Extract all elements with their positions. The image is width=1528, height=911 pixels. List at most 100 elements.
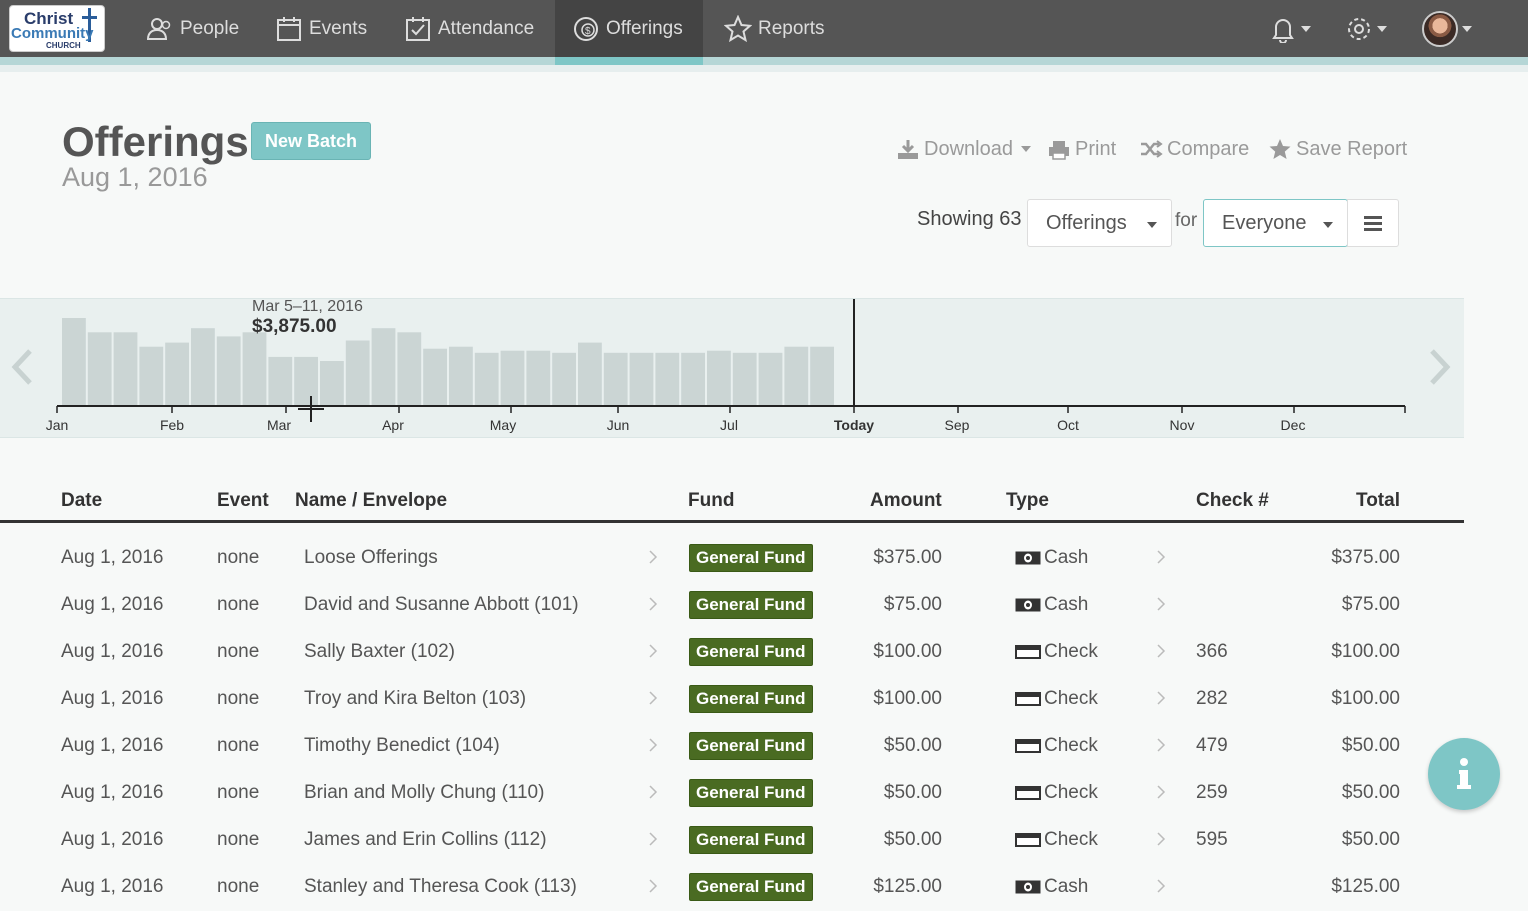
col-check[interactable]: Check # [1196,490,1269,511]
week-bar[interactable] [191,328,215,406]
fund-badge[interactable]: General Fund [689,544,813,572]
col-fund[interactable]: Fund [688,490,735,511]
chevron-right-icon[interactable] [1156,690,1166,706]
chevron-right-icon[interactable] [1156,878,1166,894]
table-row[interactable]: Aug 1, 2016 none David and Susanne Abbott … [0,582,1464,629]
user-menu-button[interactable] [1422,0,1472,57]
nav-reports[interactable]: Reports [724,0,825,57]
chevron-right-icon[interactable] [1156,643,1166,659]
row-name[interactable]: Troy and Kira Belton (103) [304,688,527,709]
row-amount[interactable]: $100.00 [873,641,942,662]
week-bar[interactable] [552,352,576,406]
row-amount[interactable]: $50.00 [883,782,942,803]
new-batch-button[interactable]: New Batch [251,122,371,160]
chevron-right-icon[interactable] [648,831,658,847]
week-bar[interactable] [681,352,705,406]
week-bar[interactable] [732,352,757,406]
table-row[interactable]: Aug 1, 2016 none Troy and Kira Belton (103… [0,676,1464,723]
print-button[interactable]: Print [1047,134,1116,164]
week-bar[interactable] [139,346,164,406]
fund-badge[interactable]: General Fund [689,873,813,901]
row-check-number[interactable]: 595 [1196,829,1228,850]
row-event[interactable]: none [217,641,260,662]
col-name[interactable]: Name / Envelope [295,490,448,511]
week-bar[interactable] [707,350,731,406]
row-type[interactable]: Check [1044,782,1098,803]
row-name[interactable]: James and Erin Collins (112) [304,829,547,850]
compare-button[interactable]: Compare [1139,134,1249,164]
chevron-left-icon[interactable] [10,348,34,386]
week-bar[interactable] [268,356,293,406]
chevron-right-icon[interactable] [648,878,658,894]
table-row[interactable]: Aug 1, 2016 none Timothy Benedict (104) Gen… [0,723,1464,770]
table-row[interactable]: Aug 1, 2016 none Loose Offerings General Fu… [0,535,1464,582]
table-row[interactable]: Aug 1, 2016 none James and Erin Collins (1… [0,817,1464,864]
row-name[interactable]: Stanley and Theresa Cook (113) [304,876,577,897]
chevron-right-icon[interactable] [1156,596,1166,612]
row-event[interactable]: none [217,547,260,568]
week-bar[interactable] [345,340,370,407]
row-event[interactable]: none [217,876,260,897]
timeline-chart[interactable]: Jan Feb Mar Apr May Jun Jul Today Sep Oct Nov Dec [0,298,1464,438]
row-name[interactable]: Sally Baxter (102) [304,641,456,662]
row-amount[interactable]: $50.00 [883,829,942,850]
row-event[interactable]: none [217,594,260,615]
week-bar[interactable] [474,352,499,406]
week-bar[interactable] [371,328,396,406]
chevron-right-icon[interactable] [1156,737,1166,753]
chevron-right-icon[interactable] [648,643,658,659]
week-bar[interactable] [216,336,241,406]
row-name[interactable]: Loose Offerings [304,547,438,568]
week-bar[interactable] [397,332,422,406]
week-bar[interactable] [320,361,344,406]
week-bar[interactable] [242,332,267,406]
week-bar[interactable] [655,352,680,406]
week-bar[interactable] [758,352,783,406]
row-check-number[interactable]: 479 [1196,735,1228,756]
row-event[interactable]: none [217,688,260,709]
chevron-right-icon[interactable] [648,549,658,565]
chevron-right-icon[interactable] [648,737,658,753]
chevron-right-icon[interactable] [648,690,658,706]
table-row[interactable]: Aug 1, 2016 none Sally Baxter (102) General… [0,629,1464,676]
notifications-button[interactable] [1269,0,1311,57]
week-bar[interactable] [423,348,447,406]
week-bar[interactable] [113,332,138,406]
row-amount[interactable]: $100.00 [873,688,942,709]
fund-badge[interactable]: General Fund [689,638,813,666]
nav-people[interactable]: People [146,0,239,57]
row-type[interactable]: Check [1044,735,1098,756]
chevron-right-icon[interactable] [1156,831,1166,847]
row-check-number[interactable]: 366 [1196,641,1228,662]
save-report-button[interactable]: Save Report [1268,134,1407,164]
fund-badge[interactable]: General Fund [689,779,813,807]
row-amount[interactable]: $375.00 [873,547,942,568]
row-type[interactable]: Cash [1044,876,1089,897]
info-button[interactable] [1428,738,1500,810]
chevron-right-icon[interactable] [1156,549,1166,565]
row-amount[interactable]: $75.00 [883,594,942,615]
col-date[interactable]: Date [61,490,103,511]
row-event[interactable]: none [217,735,260,756]
week-bar[interactable] [603,352,628,406]
chevron-right-icon[interactable] [1156,784,1166,800]
table-row[interactable]: Aug 1, 2016 none Stanley and Theresa Cook … [0,864,1464,911]
col-type[interactable]: Type [1006,490,1049,511]
row-type[interactable]: Cash [1044,547,1089,568]
church-logo[interactable]: Christ Community CHURCH [9,5,105,52]
fund-badge[interactable]: General Fund [689,732,813,760]
download-button[interactable]: Download [896,134,1031,164]
row-type[interactable]: Check [1044,641,1098,662]
row-name[interactable]: Brian and Molly Chung (110) [304,782,545,803]
week-bar[interactable] [449,346,473,406]
list-options-button[interactable] [1347,199,1399,247]
row-type[interactable]: Cash [1044,594,1089,615]
week-bar[interactable] [62,318,86,406]
col-event[interactable]: Event [217,490,269,511]
people-filter-select[interactable]: Everyone [1203,199,1348,247]
chevron-right-icon[interactable] [648,784,658,800]
fund-badge[interactable]: General Fund [689,591,813,619]
row-event[interactable]: none [217,782,260,803]
week-bar[interactable] [87,332,112,406]
chevron-right-icon[interactable] [648,596,658,612]
